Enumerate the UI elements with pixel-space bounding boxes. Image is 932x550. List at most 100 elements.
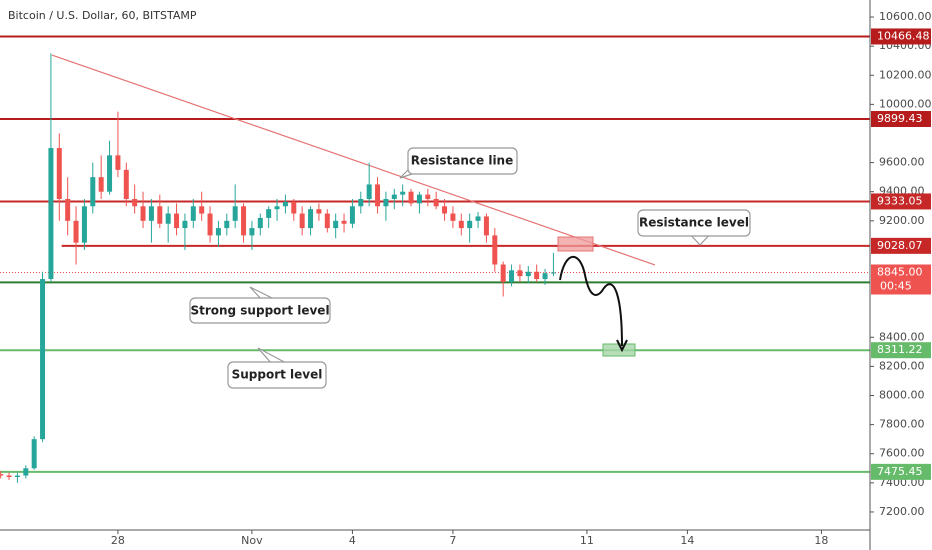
candle-body	[534, 271, 540, 280]
level-price-label: 9899.43	[877, 112, 923, 125]
candle-body	[215, 228, 221, 236]
y-tick-label: 8400.00	[879, 330, 925, 343]
axes: 10600.0010400.0010200.0010000.009600.009…	[111, 10, 932, 547]
projection-arrow	[559, 255, 623, 347]
candle-body	[375, 184, 381, 207]
candle-body	[408, 191, 414, 204]
candle-body	[56, 148, 62, 199]
candle-body	[174, 213, 180, 229]
candle-body	[291, 201, 297, 214]
candle-body	[442, 206, 448, 214]
candle-body	[115, 155, 121, 170]
candle-body	[123, 169, 129, 199]
countdown-label: 00:45	[880, 279, 912, 292]
callout-text: Strong support level	[190, 304, 329, 318]
candle-body	[107, 155, 113, 192]
candle-body	[31, 439, 37, 469]
current-price-label: 8845.00	[877, 265, 923, 278]
callout: Strong support level	[189, 286, 331, 324]
y-tick-label: 10600.00	[879, 10, 932, 23]
level-price-tag	[871, 342, 931, 359]
candle-body	[81, 206, 87, 243]
candle-body	[241, 206, 247, 236]
candle-body	[509, 270, 515, 282]
x-tick-label: 14	[680, 534, 694, 547]
level-price-label: 9028.07	[877, 239, 923, 252]
candle-body	[207, 213, 213, 236]
candle-body	[299, 213, 305, 229]
callout: Resistance line	[399, 147, 518, 179]
candle-body	[266, 209, 272, 218]
trendline	[51, 54, 656, 266]
candle-body	[358, 198, 364, 207]
candle-body	[316, 209, 322, 214]
candle-body	[475, 216, 481, 221]
candle-body	[274, 206, 280, 210]
candle-body	[199, 206, 205, 214]
candle-body	[341, 220, 347, 224]
callout-box	[637, 209, 751, 237]
y-tick-label: 8200.00	[879, 359, 925, 372]
candle-body	[182, 220, 188, 229]
x-tick-label: 4	[349, 534, 356, 547]
candle-body	[232, 206, 238, 221]
resistance-zone	[557, 236, 594, 252]
y-tick-label: 8000.00	[879, 388, 925, 401]
x-tick-label: 28	[111, 534, 125, 547]
x-tick-label: 18	[814, 534, 828, 547]
y-tick-label: 9200.00	[879, 214, 925, 227]
plot-area	[0, 35, 870, 483]
callout-box	[227, 361, 327, 389]
callout: Resistance level	[637, 209, 751, 246]
candle-body	[400, 191, 406, 195]
candle-body	[257, 217, 263, 229]
candle-body	[458, 220, 464, 229]
candle-body	[433, 198, 439, 207]
candle-body	[65, 198, 71, 221]
candle-body	[366, 184, 372, 199]
candle-body	[525, 271, 531, 277]
level-price-label: 7475.45	[877, 465, 923, 478]
y-tick-label: 7800.00	[879, 418, 925, 431]
callout-box	[407, 147, 518, 175]
candle-body	[425, 194, 431, 199]
candle-body	[450, 213, 456, 221]
x-tick-label: 11	[580, 534, 594, 547]
candle-body	[40, 279, 46, 440]
y-tick-label: 7600.00	[879, 447, 925, 460]
candle-body	[190, 206, 196, 221]
candle-body	[165, 213, 171, 224]
candle-body	[383, 198, 389, 207]
candle-body	[48, 148, 54, 280]
candle-body	[6, 475, 12, 478]
y-tick-label: 9600.00	[879, 156, 925, 169]
candle-body	[224, 220, 230, 229]
callout-box	[189, 297, 331, 324]
candle-body	[23, 468, 29, 476]
callout-text: Resistance line	[411, 154, 514, 168]
candle-body	[0, 474, 4, 476]
level-price-label: 10466.48	[877, 29, 930, 42]
y-tick-label: 10200.00	[879, 68, 932, 81]
candle-body	[157, 206, 163, 224]
candle-body	[14, 475, 20, 478]
x-tick-label: Nov	[241, 534, 263, 547]
candle-body	[550, 272, 556, 274]
candle-body	[140, 206, 146, 221]
x-tick-label: 7	[449, 534, 456, 547]
level-price-label: 9333.05	[877, 194, 923, 207]
current-price-tag	[871, 264, 931, 295]
chart-title: Bitcoin / U.S. Dollar, 60, BITSTAMP	[8, 9, 197, 22]
candle-body	[282, 201, 288, 207]
callout-text: Support level	[232, 368, 323, 382]
candle-body	[73, 220, 79, 243]
arrow-head	[616, 339, 628, 353]
level-price-label: 8311.22	[877, 343, 923, 356]
level-price-tag	[871, 111, 931, 128]
level-price-tag	[871, 28, 931, 45]
candle-body	[500, 264, 506, 282]
candle-body	[249, 228, 255, 236]
y-tick-label: 10000.00	[879, 97, 932, 110]
